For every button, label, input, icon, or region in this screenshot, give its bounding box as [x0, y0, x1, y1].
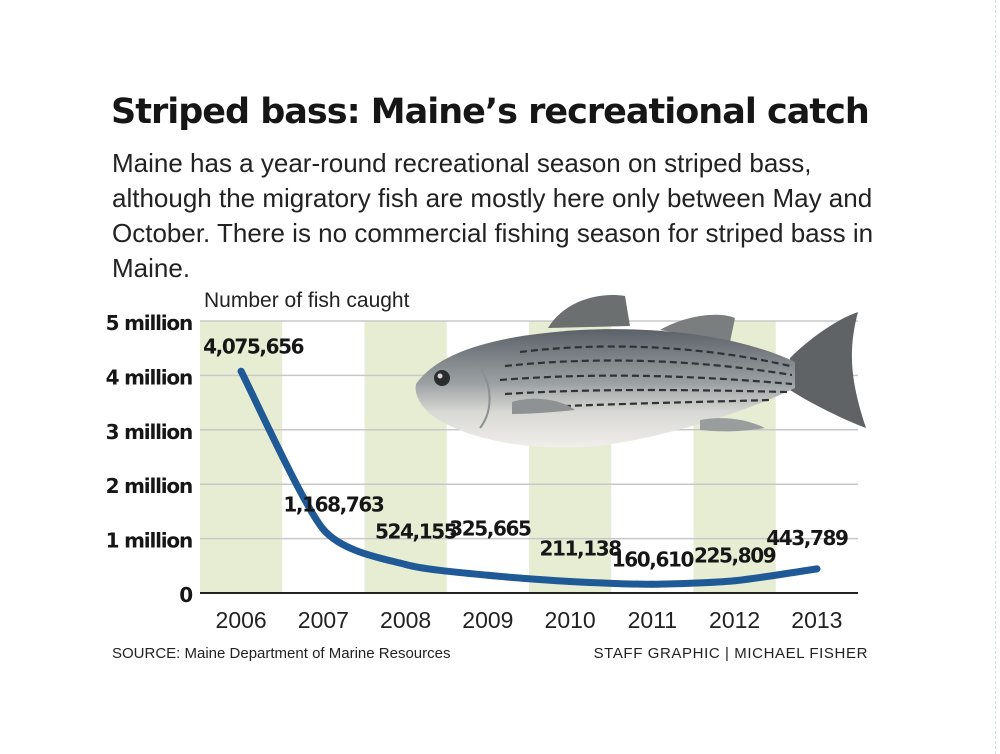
data-label-2008: 524,155: [375, 519, 457, 543]
striped-bass-illustration: [415, 295, 866, 448]
x-tick-label: 2009: [462, 607, 513, 633]
staff-credit: STAFF GRAPHIC | MICHAEL FISHER: [593, 645, 868, 662]
x-tick-label: 2011: [628, 607, 677, 633]
data-point-2008: [402, 560, 410, 568]
x-tick-label: 2013: [791, 607, 842, 633]
band-2006: [200, 321, 283, 593]
page-edge-line: [995, 0, 996, 754]
x-axis: 2006 2007 2008 2009 2010 2011 2012 2013: [216, 607, 843, 633]
y-tick-label: 4 million: [106, 365, 192, 389]
dorsal-fin-front: [548, 295, 630, 328]
y-tick-label: 1 million: [106, 529, 192, 553]
series-catch: [237, 367, 821, 588]
y-axis: 0 1 million 2 million 3 million 4 million 5 m…: [106, 311, 194, 607]
data-point-2009: [484, 571, 492, 579]
dorsal-fin-rear: [660, 314, 735, 342]
y-tick-label: 2 million: [106, 474, 192, 498]
tail-fin: [790, 312, 866, 428]
x-tick-label: 2006: [216, 607, 267, 633]
x-tick-label: 2008: [380, 607, 431, 633]
data-label-2009: 325,665: [449, 516, 531, 540]
fish-body: [415, 329, 795, 448]
x-tick-label: 2010: [545, 607, 596, 633]
data-label-2011: 160,610: [612, 547, 694, 571]
x-tick-label: 2012: [709, 607, 760, 633]
data-point-2012: [731, 577, 739, 585]
data-point-2007: [319, 525, 327, 533]
data-point-2010: [566, 578, 574, 586]
y-tick-label: 0: [179, 583, 192, 607]
y-tick-label: 3 million: [106, 420, 192, 444]
data-point-2013: [813, 565, 821, 573]
data-label-2010: 211,138: [539, 537, 621, 561]
data-label-2007: 1,168,763: [283, 492, 383, 516]
fish-eye: [434, 370, 450, 386]
chart-title: Striped bass: Maine’s recreational catch: [111, 92, 870, 132]
y-tick-label: 5 million: [106, 311, 192, 335]
data-label-2013: 443,789: [766, 526, 848, 550]
data-point-2006: [237, 367, 245, 375]
data-point-2011: [648, 580, 656, 588]
chart-subtitle: Maine has a year-round recreational seas…: [112, 148, 874, 283]
anal-fin: [700, 418, 765, 432]
gill-cover: [477, 365, 491, 429]
band-2008: [364, 321, 447, 593]
y-axis-title: Number of fish caught: [204, 289, 410, 312]
source-note: SOURCE: Maine Department of Marine Resou…: [112, 645, 451, 662]
data-label-2006: 4,075,656: [203, 334, 303, 358]
pectoral-fin: [512, 398, 575, 414]
data-label-2012: 225,809: [694, 544, 776, 568]
x-tick-label: 2007: [298, 607, 349, 633]
fish-stripes: [499, 345, 793, 410]
